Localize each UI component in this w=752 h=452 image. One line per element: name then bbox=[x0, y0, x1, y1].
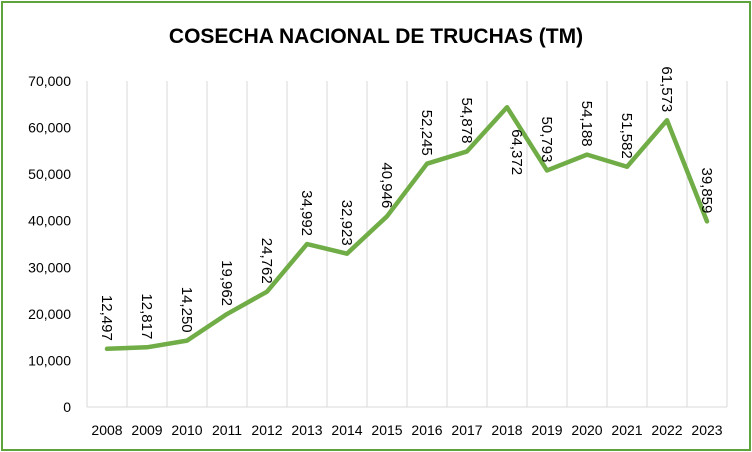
y-tick-label: 40,000 bbox=[28, 213, 71, 229]
data-label: 39,859 bbox=[698, 167, 715, 213]
x-tick-label: 2023 bbox=[691, 422, 722, 438]
y-tick-label: 70,000 bbox=[28, 73, 71, 89]
x-tick-label: 2015 bbox=[371, 422, 402, 438]
x-tick-label: 2012 bbox=[251, 422, 282, 438]
x-tick-label: 2021 bbox=[611, 422, 642, 438]
data-label: 24,762 bbox=[258, 238, 275, 284]
y-tick-label: 20,000 bbox=[28, 306, 71, 322]
x-tick-label: 2018 bbox=[491, 422, 522, 438]
series-line bbox=[104, 104, 710, 352]
data-label: 19,962 bbox=[218, 260, 235, 306]
x-tick-label: 2008 bbox=[91, 422, 122, 438]
x-tick-label: 2011 bbox=[212, 422, 242, 438]
x-tick-label: 2020 bbox=[571, 422, 602, 438]
data-label: 12,817 bbox=[138, 293, 155, 339]
y-tick-label: 50,000 bbox=[28, 166, 71, 182]
x-tick-label: 2016 bbox=[411, 422, 442, 438]
data-label: 40,946 bbox=[378, 162, 395, 208]
line-chart: 0 10,000 20,000 30,000 40,000 50,000 60,000 70,… bbox=[28, 66, 728, 438]
x-tick-label: 2010 bbox=[171, 422, 202, 438]
data-label: 64,372 bbox=[508, 129, 525, 175]
x-tick-label: 2013 bbox=[291, 422, 322, 438]
data-label: 32,923 bbox=[338, 200, 355, 246]
x-tick-label: 2022 bbox=[651, 422, 682, 438]
y-tick-label: 30,000 bbox=[28, 259, 71, 275]
data-label: 54,188 bbox=[578, 101, 595, 147]
y-tick-label: 0 bbox=[63, 399, 71, 415]
chart-title: COSECHA NACIONAL DE TRUCHAS (TM) bbox=[168, 25, 584, 48]
data-label: 34,992 bbox=[298, 190, 315, 236]
y-tick-label: 60,000 bbox=[28, 120, 71, 136]
data-label: 14,250 bbox=[178, 287, 195, 333]
data-label: 12,497 bbox=[98, 295, 115, 341]
data-label: 54,878 bbox=[458, 98, 475, 144]
x-tick-label: 2014 bbox=[331, 422, 362, 438]
data-label: 50,793 bbox=[538, 117, 555, 163]
y-tick-label: 10,000 bbox=[28, 352, 71, 368]
x-tick-label: 2019 bbox=[531, 422, 562, 438]
data-label: 52,245 bbox=[418, 110, 435, 156]
data-label: 61,573 bbox=[658, 66, 675, 112]
x-tick-label: 2009 bbox=[131, 422, 162, 438]
x-tick-label: 2017 bbox=[451, 422, 482, 438]
data-label: 51,582 bbox=[618, 113, 635, 159]
